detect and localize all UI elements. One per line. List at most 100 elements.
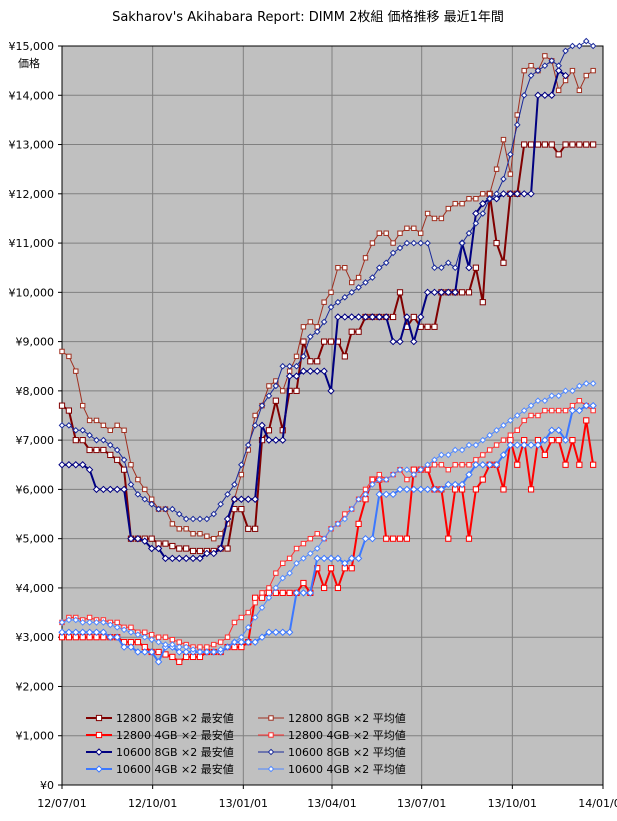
data-point [107, 427, 113, 433]
data-point [189, 547, 197, 555]
data-point [155, 634, 162, 640]
data-point [114, 456, 121, 463]
data-point [265, 427, 273, 434]
data-point [527, 441, 535, 449]
data-point [589, 42, 597, 50]
data-point [224, 643, 231, 651]
legend-label: 10600 8GB ×2 平均値 [288, 746, 406, 759]
data-point [203, 648, 211, 656]
data-point [65, 616, 73, 624]
data-point [355, 520, 362, 527]
data-point [534, 67, 542, 74]
data-point [590, 461, 597, 468]
data-point [514, 461, 521, 468]
data-point [534, 141, 542, 148]
data-point [576, 398, 583, 404]
data-point [341, 353, 348, 360]
data-point [493, 190, 500, 198]
data-point [134, 639, 141, 646]
data-point [147, 648, 156, 656]
data-point [265, 436, 273, 444]
series-group [59, 53, 596, 542]
data-point [499, 190, 508, 198]
data-point [383, 230, 389, 236]
data-point [527, 141, 535, 148]
data-point [424, 466, 431, 473]
data-point [589, 401, 597, 410]
data-point [493, 239, 500, 247]
data-point [72, 461, 80, 469]
data-point [300, 324, 307, 330]
data-point [162, 641, 169, 648]
data-point [327, 554, 335, 563]
data-point [569, 387, 576, 395]
legend-label: 12800 4GB ×2 最安値 [116, 728, 234, 742]
data-point [100, 446, 107, 454]
data-point [493, 426, 500, 434]
data-point [162, 505, 169, 513]
y-tick-label: ¥12,000 [9, 188, 55, 201]
data-point [113, 633, 121, 641]
legend-label: 12800 8GB ×2 平均値 [288, 712, 406, 725]
data-point [327, 387, 335, 395]
data-point [217, 639, 224, 645]
x-tick-label: 14/01/01 [578, 797, 617, 810]
data-point [265, 392, 273, 400]
data-point [451, 480, 459, 489]
y-tick-label: ¥11,000 [9, 237, 55, 250]
data-point [127, 628, 135, 636]
data-point [86, 614, 93, 621]
data-point [175, 648, 183, 656]
data-point [438, 462, 445, 468]
data-point [93, 436, 100, 444]
data-point [251, 422, 259, 429]
data-point [472, 220, 480, 227]
data-point [513, 441, 521, 449]
data-point [238, 461, 245, 469]
data-point [548, 57, 556, 65]
data-point [389, 249, 397, 257]
data-point [349, 279, 355, 286]
data-point [583, 141, 590, 148]
data-point [321, 584, 328, 592]
data-point [183, 545, 190, 552]
data-point [390, 313, 397, 321]
data-point [72, 437, 79, 444]
data-point [245, 609, 251, 616]
data-point [134, 491, 142, 498]
data-point [78, 461, 87, 469]
data-point [320, 318, 328, 326]
data-point [562, 141, 569, 148]
data-point [548, 91, 556, 99]
data-point [507, 432, 514, 438]
data-point [486, 447, 493, 453]
y-tick-label: ¥6,000 [16, 483, 55, 496]
data-point [334, 298, 342, 306]
data-point [320, 367, 328, 375]
data-point [320, 535, 328, 542]
data-point [169, 653, 176, 661]
data-point [327, 565, 335, 572]
data-point [114, 422, 120, 429]
data-point [314, 358, 321, 365]
data-point [113, 624, 121, 631]
data-point [589, 380, 597, 387]
data-point [410, 239, 418, 247]
data-point [431, 215, 438, 222]
data-point [210, 510, 218, 518]
data-point [197, 531, 203, 537]
data-point [244, 638, 252, 646]
data-point [79, 402, 86, 409]
y-tick-label: ¥8,000 [16, 385, 55, 398]
data-point [196, 547, 204, 555]
data-point [251, 638, 259, 646]
data-point [562, 407, 569, 414]
data-point [223, 515, 232, 523]
data-point [492, 461, 501, 469]
data-point [542, 53, 548, 59]
data-point [313, 545, 321, 552]
data-point [251, 614, 259, 621]
data-point [444, 259, 452, 267]
data-point [375, 313, 384, 321]
data-point [272, 436, 280, 444]
